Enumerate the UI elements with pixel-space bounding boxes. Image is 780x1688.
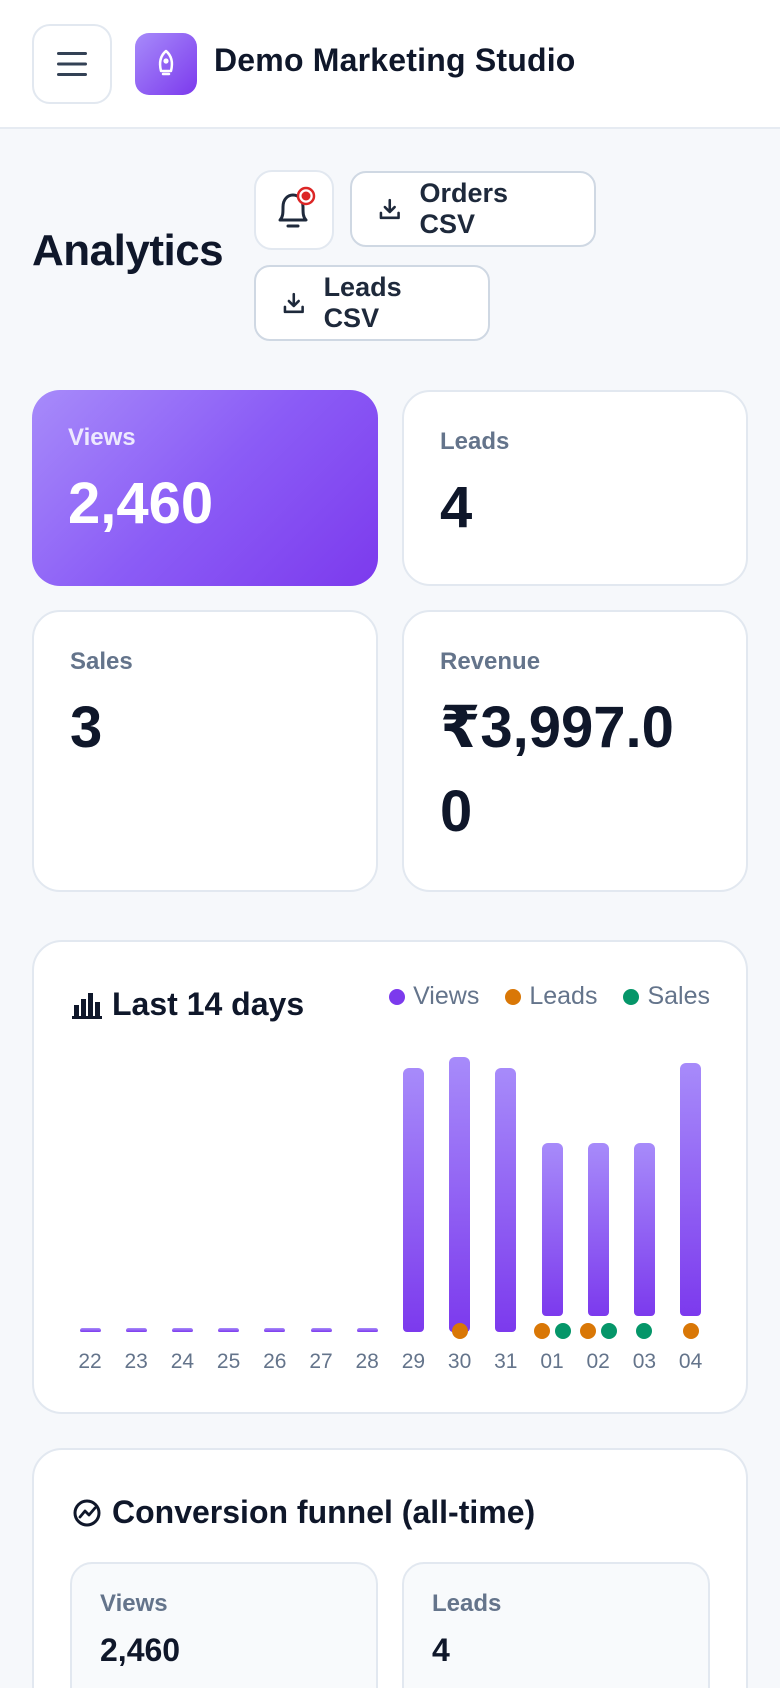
- stat-label: Sales: [70, 648, 133, 675]
- brand-name: Demo Marketing Studio: [214, 42, 576, 78]
- chart-bar-views: [633, 1143, 655, 1316]
- legend-swatch: [623, 988, 640, 1005]
- orders-csv-label: Orders CSV: [419, 178, 509, 239]
- chart-x-tick-label: 04: [678, 1350, 703, 1373]
- chart-marker-leads: [682, 1323, 699, 1339]
- chart-bar-views: [125, 1328, 147, 1332]
- legend-item-leads: Leads: [505, 982, 597, 1011]
- download-icon: [283, 292, 304, 314]
- chart-bar-views: [310, 1328, 332, 1332]
- funnel-step-views: Views 2,460: [70, 1562, 378, 1688]
- funnel-title: Conversion funnel (all-time): [72, 1494, 535, 1531]
- chart-x-tick-label: 30: [447, 1350, 472, 1373]
- chart-bar-views: [79, 1328, 101, 1332]
- bar-chart-icon: [72, 992, 102, 1019]
- chart-x-tick-label: 25: [216, 1350, 241, 1373]
- stat-label: Revenue: [440, 648, 541, 675]
- page-title: Analytics: [32, 226, 224, 275]
- stat-label: Views: [68, 424, 136, 451]
- chart-marker-leads: [579, 1323, 596, 1339]
- hamburger-icon: [57, 52, 87, 76]
- legend-label: Views: [413, 982, 480, 1010]
- legend-swatch: [389, 988, 406, 1005]
- stat-card-sales: Sales 3: [32, 610, 378, 892]
- chart-bar-views: [171, 1328, 193, 1332]
- chart-x-tick-label: 23: [124, 1350, 148, 1373]
- funnel-step-label: Views: [100, 1590, 168, 1617]
- funnel-step-leads: Leads 4: [402, 1562, 710, 1688]
- chart-x-tick-label: 31: [494, 1350, 518, 1373]
- stat-value: 2,460: [68, 471, 214, 536]
- chart-bar-views: [495, 1068, 517, 1332]
- chart-x-tick-label: 28: [355, 1350, 379, 1373]
- stat-card-views: Views 2,460: [32, 390, 378, 586]
- chart-marker-leads: [533, 1323, 550, 1339]
- legend-item-sales: Sales: [623, 982, 710, 1011]
- chart-bar-views: [402, 1068, 424, 1332]
- app-logo: [135, 33, 197, 95]
- funnel-step-label: Leads: [432, 1590, 502, 1617]
- chart-marker-sales: [554, 1323, 571, 1339]
- funnel-step-value: 4: [432, 1632, 450, 1668]
- chart-bar-views: [449, 1057, 471, 1332]
- legend-label: Sales: [647, 982, 710, 1010]
- notifications-button[interactable]: [254, 170, 334, 250]
- chart-marker-sales: [636, 1323, 653, 1339]
- leads-csv-label: Leads CSV: [323, 272, 402, 333]
- top-bar: Demo Marketing Studio: [0, 0, 780, 129]
- chart-legend: Views Leads Sales: [389, 982, 710, 1011]
- chart-bar-views: [680, 1063, 702, 1316]
- funnel-card: Conversion funnel (all-time) Views 2,460…: [32, 1448, 748, 1688]
- stat-value: 3: [70, 695, 103, 760]
- chart-marker-leads: [451, 1323, 468, 1339]
- menu-button[interactable]: [32, 24, 112, 104]
- chart-bar-views: [587, 1143, 609, 1316]
- chart-x-tick-label: 22: [78, 1350, 102, 1373]
- chart-x-tick-label: 01: [540, 1350, 564, 1373]
- chart-marker-sales: [600, 1323, 617, 1339]
- stat-card-revenue: Revenue ₹3,997.0 0: [402, 610, 748, 892]
- leads-csv-button[interactable]: Leads CSV: [254, 265, 490, 341]
- chart-title-text: Last 14 days: [112, 986, 305, 1022]
- rocket-icon: [158, 49, 174, 76]
- download-icon: [379, 198, 400, 220]
- chart-x-tick-label: 29: [401, 1350, 426, 1373]
- chart-bar-views: [356, 1328, 378, 1332]
- stat-value: ₹3,997.0 0: [440, 695, 674, 844]
- funnel-title-text: Conversion funnel (all-time): [112, 1494, 536, 1530]
- orders-csv-button[interactable]: Orders CSV: [350, 171, 596, 247]
- chart-bar-views: [264, 1328, 286, 1332]
- chart-x-tick-label: 03: [632, 1350, 657, 1373]
- stat-label: Leads: [440, 428, 510, 455]
- stat-card-leads: Leads 4: [402, 390, 748, 586]
- chart-bar-views: [541, 1143, 563, 1316]
- chart-x-tick-label: 27: [309, 1350, 333, 1373]
- legend-swatch: [505, 988, 522, 1005]
- legend-label: Leads: [529, 982, 598, 1010]
- trend-circle-icon: [73, 1499, 101, 1526]
- bell-icon: [278, 186, 316, 228]
- chart-x-tick-label: 02: [586, 1350, 610, 1373]
- chart-bar-views: [218, 1328, 240, 1332]
- chart-card: Last 14 days Views Leads Sales: [32, 940, 748, 1414]
- chart-title: Last 14 days: [72, 986, 304, 1023]
- chart-x-tick-label: 24: [170, 1350, 195, 1373]
- funnel-step-value: 2,460: [100, 1632, 181, 1668]
- legend-item-views: Views: [389, 982, 479, 1011]
- stat-value: 4: [440, 475, 473, 540]
- chart-x-tick-label: 26: [263, 1350, 287, 1373]
